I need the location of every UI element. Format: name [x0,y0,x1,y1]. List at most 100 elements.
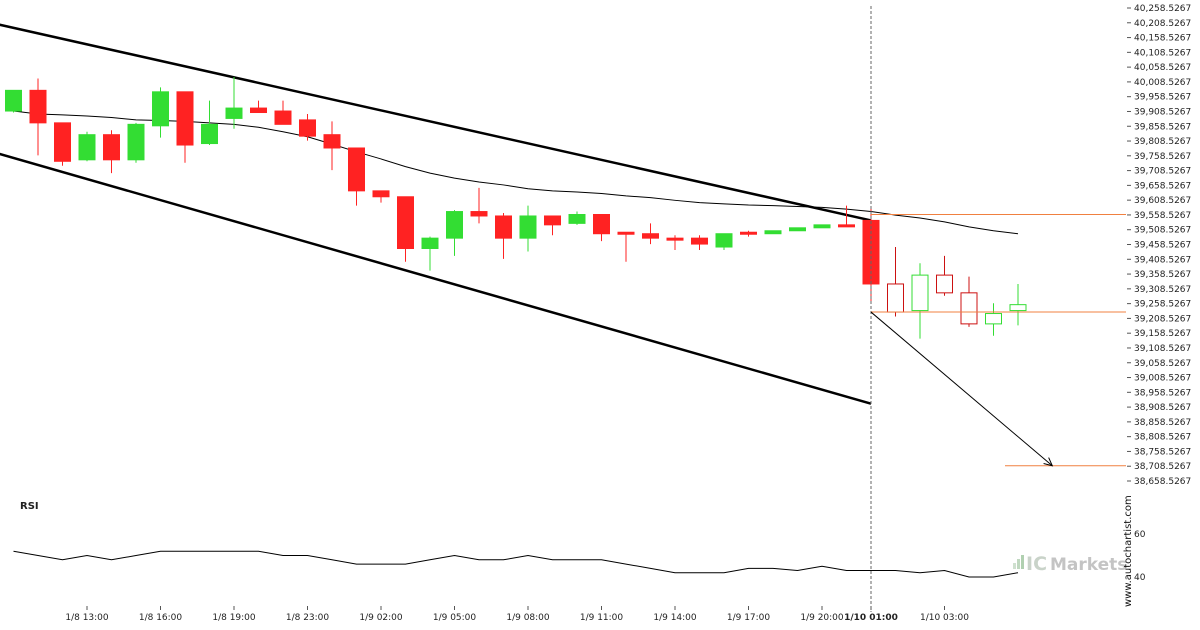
icmarkets-logo: IC Markets [1013,553,1127,575]
candle [911,263,929,339]
candle-body [666,237,684,241]
time-tick-label: 1/9 02:00 [359,613,403,623]
candles-layer [5,77,1027,339]
price-axis: 40,258.5267 40,208.5267 40,158.5267 40,108.… [1127,4,1191,487]
time-tick-label: 1/8 13:00 [65,613,109,623]
candle-body [838,224,855,228]
candle-body [495,215,512,239]
candle [740,230,757,237]
candle-body [985,313,1002,325]
candle [323,121,341,171]
moving-average-layer [13,110,1019,235]
rsi-panel: RSI 60 40 [13,501,1146,583]
candle [5,89,22,113]
candle-body [348,147,365,192]
candle-body [29,89,47,124]
price-tick-label: 39,258.5267 [1134,300,1191,310]
price-tick-label: 39,808.5267 [1134,137,1191,147]
candle-body [397,196,414,249]
price-tick-label: 40,258.5267 [1134,4,1191,14]
price-tick-label: 38,658.5267 [1134,477,1191,487]
candle [470,187,488,224]
time-tick-label: 1/9 05:00 [433,613,477,623]
autochartist-credit: www.autochartist.com [1123,495,1134,607]
candle [29,78,47,156]
candle [887,247,904,317]
price-tick-label: 39,208.5267 [1134,314,1191,324]
candle-body [593,214,610,235]
time-tick-label: 1/8 19:00 [212,613,256,623]
levels-layer [870,6,1126,612]
price-tick-label: 38,958.5267 [1134,388,1191,398]
moving-average-line [13,110,1019,235]
candle [666,235,684,250]
candle [54,122,71,166]
candle [152,87,169,138]
price-tick-label: 40,008.5267 [1134,78,1191,88]
candle-body [740,231,757,235]
price-tick-label: 39,358.5267 [1134,270,1191,280]
projection-arrow-line [870,311,1053,467]
branding: IC Markets www.autochartist.com [1013,495,1134,607]
candle-body [372,190,390,198]
candle [421,236,439,271]
candle [176,91,194,163]
candle [715,233,733,250]
price-tick-label: 39,558.5267 [1134,211,1191,221]
channel-upper-line [0,23,872,222]
time-axis: 1/8 13:00 1/8 16:00 1/8 19:00 1/8 23:00 1/9 … [65,606,969,623]
price-tick-label: 40,208.5267 [1134,19,1191,29]
candle [372,190,390,203]
candle [764,230,782,235]
price-tick-label: 39,708.5267 [1134,167,1191,177]
candle [568,211,586,225]
candle-body [323,134,341,149]
candle [789,227,806,232]
candle [397,196,414,262]
price-tick-label: 39,408.5267 [1134,255,1191,265]
logo-markets-text: Markets [1050,555,1127,575]
candle [299,113,316,141]
candle-body [813,224,831,229]
main-plot [0,6,1126,612]
candle-body [5,89,22,112]
candle-body [446,211,463,239]
candle-body [299,119,316,137]
price-tick-label: 39,758.5267 [1134,152,1191,162]
candle [985,303,1002,336]
candle [544,215,561,236]
candle-body [152,91,169,127]
price-tick-label: 39,058.5267 [1134,359,1191,369]
candle-body [78,134,96,161]
candle [960,276,978,327]
candle-body [544,215,561,226]
candle [250,100,267,114]
candle-body [887,283,904,313]
candle [519,205,537,252]
time-tick-label: 1/9 17:00 [727,613,771,623]
rsi-line [13,550,1019,578]
candle [127,122,145,163]
time-tick-label: 1/9 11:00 [580,613,624,623]
candle-body [691,237,708,245]
candle-body [1009,304,1027,312]
price-tick-label: 39,508.5267 [1134,226,1191,236]
price-tick-label: 39,108.5267 [1134,344,1191,354]
channel-lower-line [0,152,872,405]
logo-ic-text: IC [1026,553,1047,575]
candle-body [642,233,659,239]
candle-body [250,107,267,114]
candle-body [127,123,145,161]
time-tick-label: 1/9 14:00 [653,613,697,623]
candle [103,130,120,174]
candle-body [470,211,488,217]
candle-body [519,215,537,239]
candle-body [176,91,194,146]
logo-bar-icon [1017,559,1020,569]
candle [446,210,463,256]
price-tick-label: 38,858.5267 [1134,418,1191,428]
price-tick-label: 38,808.5267 [1134,433,1191,443]
candle [617,231,635,262]
time-tick-label: 1/10 03:00 [920,613,969,623]
time-tick-label: 1/8 23:00 [286,613,330,623]
